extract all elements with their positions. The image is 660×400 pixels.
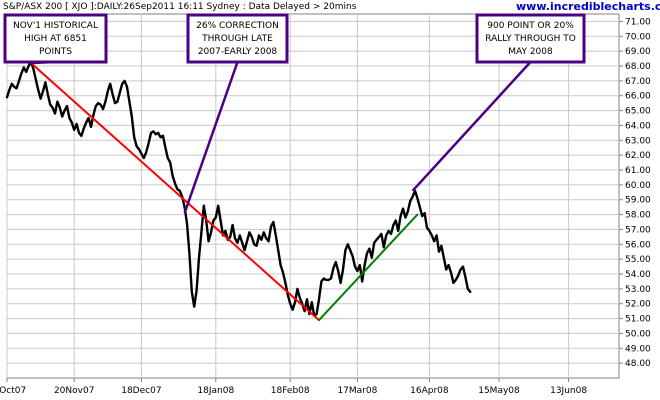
- annotation-leader: [411, 61, 532, 192]
- y-tick-label: 57.00: [625, 225, 651, 235]
- x-tick-label: 17Mar08: [337, 386, 377, 396]
- y-tick-label: 55.00: [625, 255, 651, 265]
- x-tick-label: 20Nov07: [54, 386, 94, 396]
- x-tick-label: 16Apr08: [410, 386, 449, 396]
- x-tick-label: 23Oct07: [0, 386, 26, 396]
- y-axis: 71.00 70.00 69.00 68.00 67.00 66.00 65.00 64.00…: [619, 17, 651, 369]
- y-tick-label: 66.00: [625, 92, 651, 102]
- annotation-text: POINTS: [39, 47, 72, 57]
- annotation-text: MAY 2008: [508, 47, 553, 57]
- downtrend-line-series: [30, 62, 320, 322]
- y-tick-label: 58.00: [625, 211, 651, 221]
- y-tick-label: 54.00: [625, 270, 651, 280]
- y-tick-label: 59.00: [625, 196, 651, 206]
- x-tick-label: 18Jan08: [197, 386, 234, 396]
- annotation-text: THROUGH LATE: [201, 34, 273, 44]
- y-tick-label: 61.00: [625, 166, 651, 176]
- annotation-layer: NOV'1 HISTORICAL HIGH AT 6851 POINTS 26% CO…: [3, 13, 586, 214]
- annotation-text: NOV'1 HISTORICAL: [13, 21, 98, 31]
- y-tick-label: 67.00: [625, 77, 651, 87]
- annotation-text: 900 POINT OR 20%: [487, 21, 574, 31]
- y-tick-label: 56.00: [625, 240, 651, 250]
- annotation-box: [186, 13, 289, 64]
- grid: [6, 14, 619, 378]
- y-tick-label: 69.00: [625, 47, 651, 57]
- plot-area: [6, 13, 620, 379]
- annotation-text: 26% CORRECTION: [196, 21, 279, 31]
- annotation-box: [3, 13, 108, 64]
- x-axis: 23Oct07 20Nov07 18Dec07 18Jan08 18Feb08 17Mar…: [0, 378, 587, 396]
- annotation-text: HIGH AT 6851: [24, 34, 87, 44]
- uptrend-line-series: [318, 213, 419, 322]
- x-tick-label: 13Jun08: [550, 386, 587, 396]
- price-series: [5, 60, 472, 317]
- y-tick-label: 70.00: [625, 32, 651, 42]
- y-tick-label: 63.00: [625, 136, 651, 146]
- x-tick-label: 18Feb08: [271, 386, 310, 396]
- chart-header: S&P/ASX 200 [ XJO ]:DAILY:26Sep2011 16:1…: [3, 2, 357, 12]
- annotation-text: 2007-EARLY 2008: [198, 47, 278, 57]
- annotation-text: RALLY THROUGH TO: [485, 34, 576, 44]
- y-tick-label: 51.00: [625, 315, 651, 325]
- y-tick-label: 53.00: [625, 285, 651, 295]
- y-tick-label: 60.00: [625, 181, 651, 191]
- annotation-box: [475, 13, 586, 64]
- y-tick-label: 71.00: [625, 17, 651, 27]
- y-tick-label: 52.00: [625, 300, 651, 310]
- watermark: www.incrediblecharts.com: [516, 0, 660, 13]
- y-tick-label: 49.00: [625, 344, 651, 354]
- series-layer: [5, 60, 472, 322]
- annotation-leader: [183, 61, 239, 214]
- x-tick-label: 15May08: [478, 386, 520, 396]
- y-tick-label: 62.00: [625, 151, 651, 161]
- y-tick-label: 50.00: [625, 329, 651, 339]
- y-tick-label: 64.00: [625, 121, 651, 131]
- x-tick-label: 18Dec07: [121, 386, 161, 396]
- y-tick-label: 65.00: [625, 107, 651, 117]
- y-tick-label: 68.00: [625, 62, 651, 72]
- y-tick-label: 48.00: [625, 359, 651, 369]
